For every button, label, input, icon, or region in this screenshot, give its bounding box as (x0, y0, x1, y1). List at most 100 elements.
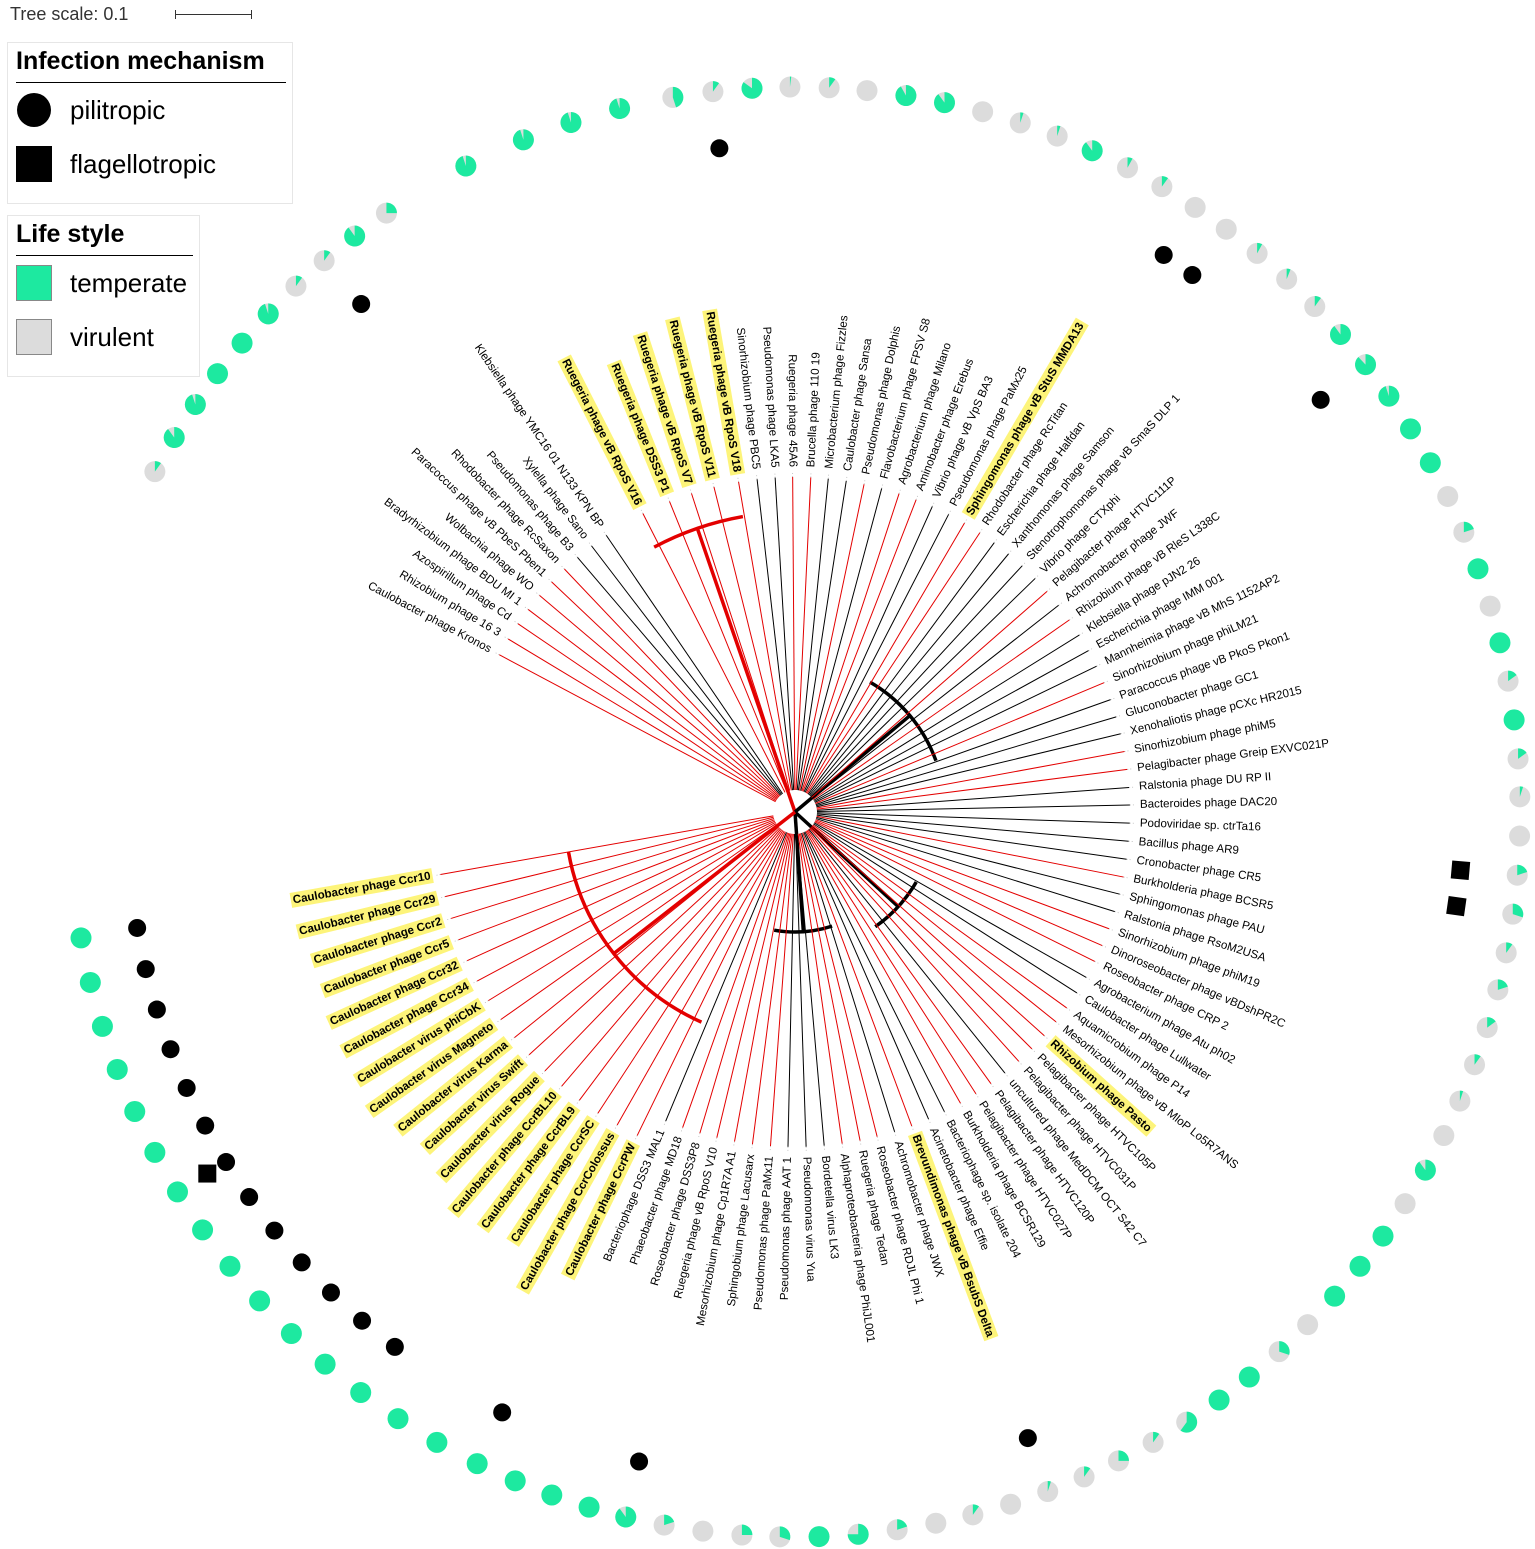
tip-branch (809, 565, 1023, 797)
lifestyle-pie (1009, 112, 1031, 134)
tree-branches (434, 471, 1136, 1153)
lifestyle-pie (1394, 1193, 1416, 1215)
lifestyle-pie (504, 1470, 526, 1492)
lifestyle-pie (1506, 864, 1528, 886)
temperate-swatch-icon (16, 265, 52, 301)
tip-highlight (325, 956, 463, 1030)
lifestyle-pie (70, 927, 92, 949)
lifestyle-pie (653, 1514, 675, 1536)
tip-leader (512, 619, 519, 625)
lifestyle-pie (1497, 670, 1519, 692)
lifestyle-pie (886, 1519, 908, 1541)
tip-leader (1021, 561, 1027, 567)
tip-branch (544, 827, 781, 1072)
tip-leader (894, 1131, 897, 1138)
tip-branch (498, 654, 776, 803)
pilitropic-marker (710, 139, 729, 158)
tip-branch (527, 609, 778, 800)
tip-leader (540, 1070, 546, 1076)
tip-leader (881, 482, 884, 489)
tip-branch (738, 481, 792, 791)
tip-highlight (447, 1087, 562, 1219)
tip-branch (813, 822, 1087, 978)
lifestyle-pie (1215, 218, 1237, 240)
tip-branch (806, 532, 981, 794)
circle-marker-icon (17, 93, 51, 127)
lifestyle-pie (962, 1504, 984, 1526)
clade-arc (869, 680, 938, 762)
tree-scale-bar (175, 10, 252, 19)
tip-branch (795, 833, 807, 1147)
tip-leader (975, 1093, 980, 1100)
pilitropic-marker (147, 1000, 166, 1019)
tip-branch (665, 832, 787, 1122)
tip-leader (1008, 549, 1013, 555)
tip-branch (802, 832, 913, 1127)
tip-branch (539, 594, 779, 799)
tip-leader (697, 1133, 701, 1140)
tip-branch (792, 477, 796, 791)
tip-leader (911, 1125, 915, 1132)
lifestyle-pie (1073, 1466, 1095, 1488)
lifestyle-pie (541, 1484, 563, 1506)
tip-branch (816, 751, 1125, 809)
lifestyle-pie (106, 1058, 128, 1080)
tip-branch (810, 827, 1033, 1050)
tip-highlight (476, 1101, 581, 1234)
lifestyle-pie (1489, 632, 1511, 654)
clade-arc (773, 924, 833, 934)
lifestyle-pie (1453, 521, 1475, 543)
lifestyle-pie (1142, 1431, 1164, 1453)
tip-leader (557, 1085, 562, 1091)
legend-infection-mechanism: Infection mechanism pilitropic flagellot… (7, 42, 293, 204)
pilitropic-marker (1183, 266, 1202, 285)
tip-branch (605, 534, 784, 795)
tip-label: Ralstonia phage DU RP II (1139, 770, 1272, 793)
tip-leader (524, 1054, 530, 1060)
lifestyle-pie (895, 85, 917, 107)
tip-highlight (606, 359, 675, 498)
pilitropic-marker (240, 1188, 259, 1207)
tip-highlight (907, 1130, 999, 1342)
tip-branch (578, 829, 783, 1101)
tip-branch (807, 542, 995, 795)
tip-leader (979, 527, 984, 533)
pilitropic-marker (385, 1337, 404, 1356)
lifestyle-pie (455, 155, 477, 177)
tip-branch (816, 815, 1124, 878)
tip-leader (613, 1124, 618, 1131)
lifestyle-pie (972, 101, 994, 123)
tip-highlight (506, 1115, 600, 1247)
virulent-swatch-icon (16, 319, 52, 355)
tip-label: Podoviridae sp. ctrTa16 (1140, 817, 1262, 834)
lifestyle-pie (1184, 196, 1206, 218)
tip-branch (815, 818, 1115, 913)
tip-leader (587, 540, 592, 547)
lifestyle-pie (249, 1290, 271, 1312)
lifestyle-pie (808, 1526, 830, 1548)
tip-label: Pseudomonas phage LKA5 (760, 326, 781, 468)
lifestyle-pie (1487, 979, 1509, 1001)
lifestyle-pie (231, 332, 253, 354)
tip-leader (737, 475, 739, 482)
tip-leader (1034, 573, 1040, 579)
lifestyle-pie (1378, 385, 1400, 407)
tip-leader (915, 493, 919, 500)
lifestyle-pie (1304, 296, 1326, 318)
tip-branch (756, 479, 794, 791)
pilitropic-marker (353, 1311, 372, 1330)
pilitropic-marker (136, 960, 155, 979)
lifestyle-pie (79, 971, 101, 993)
pilitropic-marker (196, 1116, 215, 1135)
tip-branch (716, 833, 791, 1138)
tip-leader (689, 487, 692, 494)
tip-label: Pseudomonas phage AAT 1 (778, 1157, 794, 1301)
lifestyle-pie (280, 1323, 302, 1345)
tip-branch (769, 833, 794, 1147)
tip-leader (594, 1113, 599, 1119)
legend-label-virulent: virulent (70, 321, 154, 352)
lifestyle-pie (314, 1353, 336, 1375)
tip-branch (802, 499, 917, 792)
tip-leader (1055, 1021, 1062, 1026)
tree-scale-label: Tree scale: 0.1 (10, 4, 129, 24)
